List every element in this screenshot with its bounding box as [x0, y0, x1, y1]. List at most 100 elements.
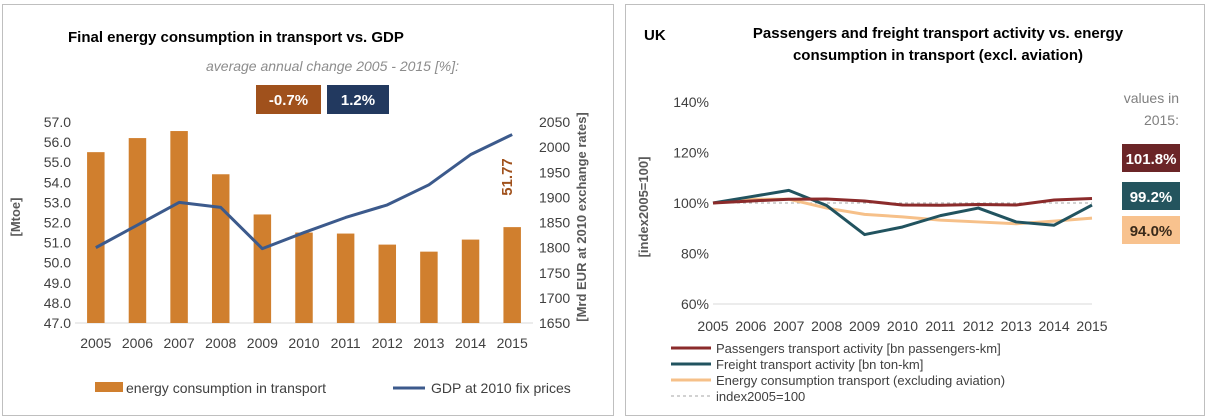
y-tick-label: 60% [681, 296, 709, 312]
legend-label: Passengers transport activity [bn passen… [716, 341, 1001, 356]
x-tick-label: 2005 [697, 318, 728, 334]
y2-tick-label: 1950 [539, 164, 570, 180]
y-tick-label: 140% [673, 94, 709, 110]
x-tick-label: 2010 [887, 318, 918, 334]
energy-gdp-chart: Final energy consumption in transport vs… [8, 29, 589, 396]
gdp-line [95, 133, 513, 251]
y2-axis-label: [Mrd EUR at 2010 exchange rates] [574, 112, 589, 322]
y-tick-label: 120% [673, 145, 709, 161]
energy-change-badge-bg [256, 85, 321, 114]
bar [128, 138, 147, 323]
x-tick-label: 2006 [735, 318, 766, 334]
x-tick-label: 2012 [963, 318, 994, 334]
x-tick-label: 2009 [247, 335, 278, 351]
y2-tick-label: 2050 [539, 114, 570, 130]
x-tick-label: 2014 [455, 335, 486, 351]
x-tick-label: 2011 [331, 335, 361, 351]
values-caption-2: 2015: [1144, 112, 1179, 128]
x-tick-label: 2012 [372, 335, 403, 351]
y-tick-label: 51.0 [44, 235, 71, 251]
energy-gdp-chart-panel: Final energy consumption in transport vs… [2, 4, 614, 416]
legend: Passengers transport activity [bn passen… [671, 341, 1005, 404]
chart-title: Final energy consumption in transport vs… [68, 29, 404, 46]
y-tick-label: 53.0 [44, 194, 71, 210]
y-tick-label: 57.0 [44, 114, 71, 130]
y-tick-label: 50.0 [44, 255, 71, 271]
y2-tick-label: 1800 [539, 240, 570, 256]
series-line [712, 188, 1093, 237]
x-tick-label: 2013 [413, 335, 444, 351]
x-tick-label: 2007 [773, 318, 804, 334]
legend-bar-swatch [95, 382, 123, 392]
value-badge-bg [1122, 144, 1180, 172]
legend-label: Freight transport activity [bn ton-km] [716, 357, 923, 372]
y2-tick-label: 2000 [539, 139, 570, 155]
x-tick-label: 2008 [811, 318, 842, 334]
value-badge-bg [1122, 182, 1180, 210]
y-axis-label: [Mtoe] [8, 198, 23, 237]
values-caption-1: values in [1124, 90, 1179, 106]
left-axis-ticks: 47.0 48.0 49.0 50.0 51.0 52.0 53.0 54.0 55.0 56.0… [44, 114, 571, 331]
value-badge: 101.8% [1126, 151, 1177, 168]
x-tick-label: 2011 [925, 318, 955, 334]
y-tick-label: 49.0 [44, 275, 71, 291]
legend-line-label: GDP at 2010 fix prices [431, 380, 571, 396]
y-axis-label: [index2005=100] [636, 157, 651, 258]
y-tick-label: 48.0 [44, 295, 71, 311]
legend-label: index2005=100 [716, 389, 805, 404]
bar [253, 214, 272, 323]
x-tick-label: 2007 [164, 335, 195, 351]
y-tick-label: 100% [673, 195, 709, 211]
transport-activity-chart-panel: UK Passengers and freight transport acti… [625, 4, 1205, 416]
region-label: UK [644, 27, 666, 44]
line-series [95, 133, 513, 251]
y-tick-label: 80% [681, 246, 709, 262]
value-badge: 94.0% [1130, 223, 1173, 240]
chart-title-line-1: Passengers and freight transport activit… [753, 25, 1124, 42]
bar [420, 251, 438, 323]
transport-activity-chart: UK Passengers and freight transport acti… [636, 25, 1180, 404]
y2-tick-label: 1850 [539, 215, 570, 231]
y2-tick-label: 1700 [539, 290, 570, 306]
series-line [712, 196, 1093, 207]
x-tick-label: 2005 [80, 335, 111, 351]
x-tick-label: 2014 [1039, 318, 1070, 334]
x-tick-label: 2015 [1076, 318, 1107, 334]
y-tick-label: 55.0 [44, 154, 71, 170]
y-tick-label: 54.0 [44, 174, 71, 190]
x-axis-ticks: 2005 2006 2007 2008 2009 2010 2011 2012 2013 2014… [80, 335, 528, 351]
bar-series [87, 131, 521, 323]
bar [211, 174, 230, 323]
y2-tick-label: 1750 [539, 265, 570, 281]
gdp-change-badge-bg [327, 85, 389, 114]
x-tick-label: 2006 [122, 335, 153, 351]
legend-bar-label: energy consumption in transport [126, 380, 326, 396]
gdp-change-badge: 1.2% [341, 92, 375, 109]
bar [87, 152, 105, 323]
chart-subtitle: average annual change 2005 - 2015 [%]: [206, 58, 459, 74]
y-tick-label: 52.0 [44, 215, 71, 231]
y-tick-label: 56.0 [44, 134, 71, 150]
legend-label: Energy consumption transport (excluding … [716, 373, 1005, 388]
value-badge: 99.2% [1130, 189, 1173, 206]
y-axis-ticks: 60% 80% 100% 120% 140% [673, 94, 1092, 312]
x-tick-label: 2009 [849, 318, 880, 334]
bar [378, 244, 397, 323]
y-tick-label: 47.0 [44, 315, 71, 331]
y2-tick-label: 1650 [539, 315, 570, 331]
bar [461, 239, 480, 323]
x-tick-label: 2010 [288, 335, 319, 351]
energy-change-badge: -0.7% [269, 92, 308, 109]
last-value-label: 51.77 [499, 158, 516, 196]
bar [336, 233, 355, 323]
y2-tick-label: 1900 [539, 189, 570, 205]
x-tick-label: 2008 [205, 335, 236, 351]
value-badge-bg [1122, 216, 1180, 244]
chart-title-line-2: consumption in transport (excl. aviation… [793, 47, 1083, 64]
x-tick-label: 2015 [497, 335, 528, 351]
value-badges: 101.8% 99.2% 94.0% [1122, 144, 1180, 244]
x-axis-ticks: 2005 2006 2007 2008 2009 2010 2011 2012 2013 2014… [697, 318, 1107, 334]
line-series [712, 188, 1093, 237]
x-tick-label: 2013 [1001, 318, 1032, 334]
bar [503, 227, 521, 323]
